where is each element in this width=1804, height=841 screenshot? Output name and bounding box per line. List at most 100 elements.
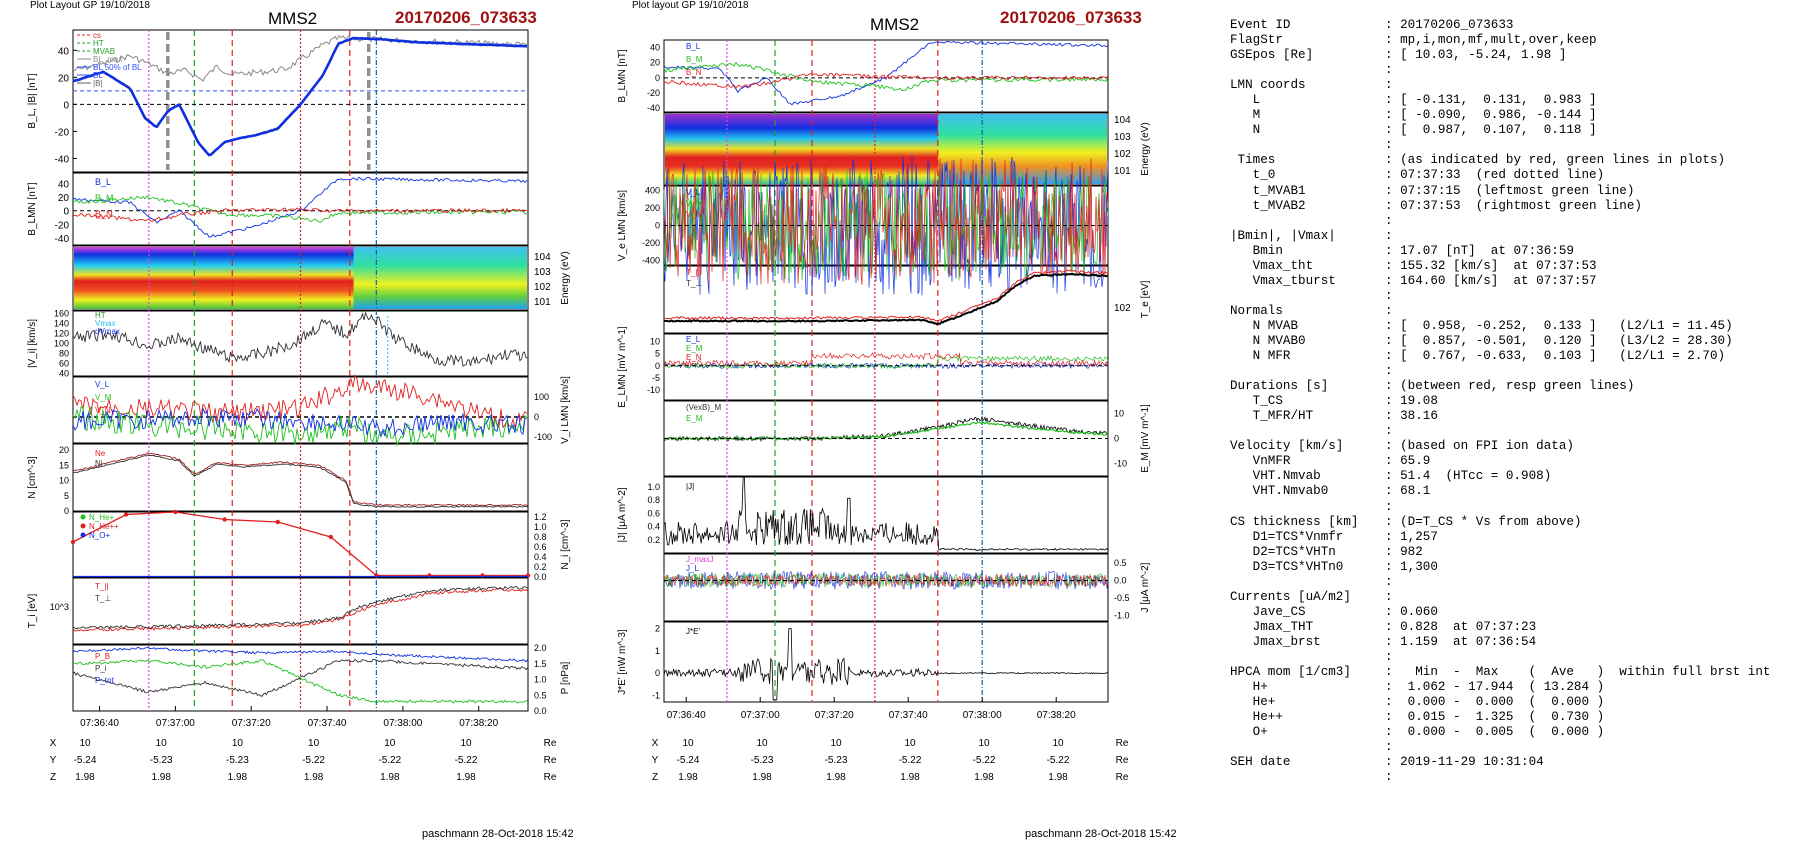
info-value: : 1.159 at 07:36:54	[1385, 634, 1537, 649]
vi-legend-label: HT	[95, 311, 106, 320]
info-value: :	[1385, 138, 1393, 153]
coord-value: 10	[460, 738, 472, 749]
coord-value: 10	[79, 738, 91, 749]
coord-value: 1.98	[151, 772, 171, 783]
bl-tick-label: 40	[58, 46, 70, 57]
info-row: :	[1230, 63, 1770, 78]
n-tick-label: 0	[64, 506, 69, 516]
blmn-tick-label: 0	[63, 207, 69, 218]
info-value: : (between red, resp green lines)	[1385, 379, 1635, 394]
p-tick-label: 0.5	[534, 690, 547, 700]
info-value: :	[1385, 303, 1393, 318]
e-legend: E_M	[686, 344, 703, 353]
e-ylabel: E_LMN [mV m^-1]	[617, 326, 628, 408]
mid-xtick-label: 07:38:20	[1037, 710, 1076, 721]
info-row: VHT.Nmvab0: 68.1	[1230, 484, 1770, 499]
mid-spec-tick: 101	[1114, 166, 1131, 177]
blmn-tick-label: 40	[58, 179, 70, 190]
ne-series	[72, 452, 528, 507]
mid-spec-tick: 104	[1114, 115, 1131, 126]
coord-value: -5.24	[73, 755, 97, 766]
e-m-series	[663, 355, 1109, 370]
info-value: : Min - Max ( Ave ) within full brst int	[1385, 665, 1771, 680]
info-row: CS thickness [km] : (D=T_CS * Vs from abo…	[1230, 515, 1770, 530]
vexb-series	[663, 415, 1109, 443]
bl-tick-label: 20	[58, 73, 70, 84]
info-value: :	[1385, 288, 1393, 303]
info-value: : 68.1	[1385, 484, 1431, 499]
left-spec-tick: 101	[534, 297, 551, 308]
nheavy-tick-label: 0.4	[534, 552, 547, 562]
coord-value: -5.22	[898, 755, 922, 766]
nhe-pp-series	[72, 511, 528, 577]
info-value: : 1.062 - 17.944 ( 13.284 )	[1385, 680, 1605, 695]
coord-value: -5.24	[676, 755, 700, 766]
vilmn-legend-label: V_N	[95, 406, 111, 415]
middle-plot-header: Plot layout GP 19/10/2018	[632, 0, 749, 11]
bl-legend-label: BL_max	[93, 55, 122, 64]
e-tick: -5	[652, 373, 660, 383]
info-key: Jmax_THT	[1230, 619, 1314, 634]
info-key: VnMFR	[1230, 454, 1291, 469]
mid-energy-ylabel: Energy (eV)	[1140, 122, 1151, 175]
coord-value: 1.98	[974, 772, 994, 783]
mid-blmn-tick: -20	[647, 88, 660, 98]
info-row: N MVAB: [ 0.958, -0.252, 0.133 ] (L2/L1 …	[1230, 319, 1770, 334]
info-row: Currents [uA/m2]:	[1230, 590, 1770, 605]
info-value: : (D=T_CS * Vs from above)	[1385, 514, 1582, 529]
mid-blmn-ylabel: B_LMN [nT]	[617, 49, 628, 103]
info-row: :	[1230, 424, 1770, 439]
coord-row-label: X	[651, 738, 659, 749]
te-legend: T_||	[686, 268, 700, 277]
info-key: CS thickness [km]	[1230, 514, 1359, 529]
mid-xtick-label: 07:37:00	[741, 710, 780, 721]
middle-plot-footer: paschmann 28-Oct-2018 15:42	[1025, 828, 1177, 840]
info-row: FlagStr: mp,i,mon,mf,mult,over,keep	[1230, 33, 1770, 48]
info-row: HPCA mom [1/cm3] : Min - Max ( Ave ) with…	[1230, 665, 1770, 680]
info-value: : 1,257	[1385, 529, 1438, 544]
vi-tick-label: 40	[59, 369, 69, 379]
info-row: N MVAB0: [ 0.857, -0.501, 0.120 ] (L3/L2…	[1230, 334, 1770, 349]
ti-par-series	[72, 588, 528, 632]
info-value: :	[1385, 228, 1393, 243]
bl-legend-label: |B|	[93, 79, 103, 88]
e-tick: 10	[650, 336, 660, 346]
n-legend-label: Ne	[95, 449, 106, 458]
mid-blmn-legend: B_M	[686, 55, 703, 64]
jc-ylabel: J [μA m^-2]	[1140, 562, 1151, 612]
pi-series	[72, 659, 528, 704]
info-key: D3=TCS*VHTn0	[1230, 559, 1344, 574]
info-key: Jmax_brst	[1230, 634, 1321, 649]
info-row: T_MFR/HT: 38.16	[1230, 409, 1770, 424]
mid-panel-frame	[663, 39, 1109, 113]
info-value: :	[1385, 740, 1393, 755]
info-key: N	[1230, 123, 1261, 138]
info-value: : 2019-11-29 10:31:04	[1385, 755, 1544, 770]
ti-legend-label: T_||	[95, 582, 109, 591]
info-key: O+	[1230, 725, 1268, 740]
vi-magnitude-series	[72, 311, 528, 367]
j-magnitude-series	[663, 476, 1109, 551]
ve-m-series	[663, 170, 1109, 281]
coord-value: -5.22	[454, 755, 478, 766]
middle-plot-title: MMS2	[870, 15, 920, 34]
info-key: N MVAB0	[1230, 333, 1306, 348]
nheavy-ylabel: N_i [cm^-3]	[560, 519, 571, 569]
bl-legend-label: MVAB	[93, 47, 115, 56]
info-key: HPCA mom [1/cm3]	[1230, 665, 1351, 680]
p-tick-label: 1.5	[534, 659, 547, 669]
left-event-id: 20170206_073633	[395, 8, 537, 27]
left-xtick-label: 07:36:40	[80, 718, 119, 729]
info-row: T_CS: 19.08	[1230, 394, 1770, 409]
ve-tick: 200	[645, 203, 660, 213]
bm-series	[72, 195, 528, 223]
info-value: : [ -0.090, 0.986, -0.144 ]	[1385, 108, 1597, 123]
info-value: : 20170206_073633	[1385, 18, 1514, 32]
info-value: : 07:37:33 (red dotted line)	[1385, 168, 1605, 183]
mid-blmn-tick: 20	[650, 58, 660, 68]
info-value: : 155.32 [km/s] at 07:37:53	[1385, 258, 1597, 273]
coord-value: 1.98	[303, 772, 324, 783]
vi-ylabel: |V_i| [km/s]	[27, 319, 38, 368]
e-legend: E_N	[686, 353, 702, 362]
